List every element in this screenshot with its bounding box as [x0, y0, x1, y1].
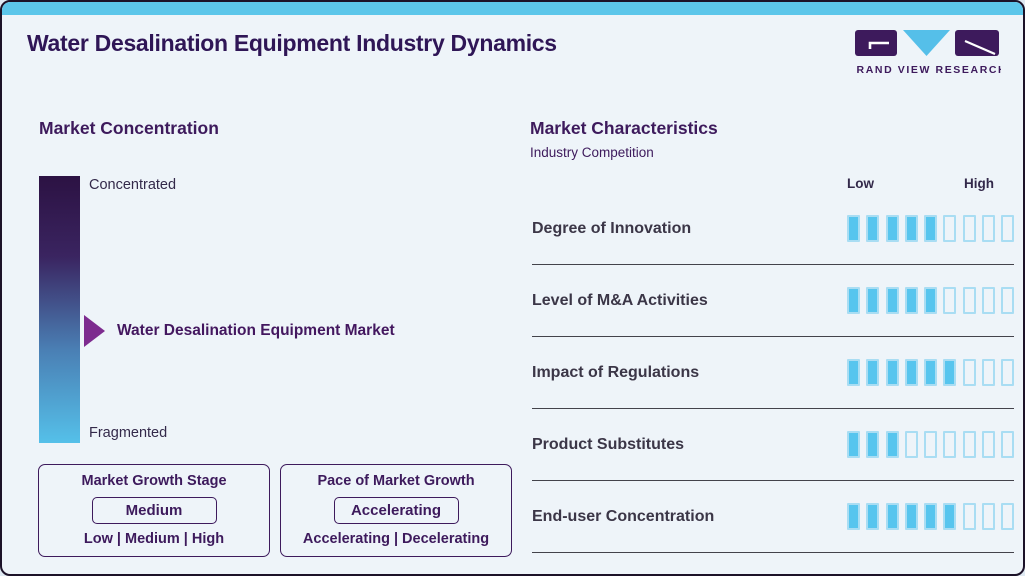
rating-bar-filled — [866, 503, 880, 530]
characteristic-row: Impact of Regulations — [532, 337, 1014, 409]
rating-bar-filled — [885, 359, 899, 386]
rating-bar-empty — [981, 215, 995, 242]
rating-bar-filled — [866, 287, 880, 314]
gvr-r-icon — [955, 30, 999, 56]
scale-high-label: High — [964, 176, 994, 191]
growth-stage-options: Low | Medium | High — [83, 531, 225, 547]
rating-bar-filled — [866, 431, 880, 458]
characteristic-row: Product Substitutes — [532, 409, 1014, 481]
rating-bar-group — [847, 503, 1014, 530]
pace-of-market-growth-box: Pace of Market Growth Accelerating Accel… — [280, 464, 512, 557]
rating-bar-filled — [924, 503, 937, 530]
rating-bar-empty — [962, 503, 976, 530]
market-growth-stage-box: Market Growth Stage Medium Low | Medium … — [38, 464, 270, 557]
rating-bar-empty — [943, 215, 957, 242]
rating-bar-empty — [981, 287, 995, 314]
rating-bar-empty — [1001, 215, 1014, 242]
market-position-label: Water Desalination Equipment Market — [117, 322, 395, 339]
characteristic-label: End-user Concentration — [532, 507, 715, 525]
rating-bar-filled — [904, 215, 918, 242]
rating-bar-filled — [904, 359, 918, 386]
rating-bar-empty — [904, 431, 918, 458]
growth-pace-title: Pace of Market Growth — [317, 473, 475, 489]
characteristics-list: Degree of Innovation Level of M&A Activi… — [532, 193, 1014, 553]
logo-wordmark: GRAND VIEW RESEARCH — [855, 64, 1001, 76]
page-title: Water Desalination Equipment Industry Dy… — [27, 30, 557, 56]
rating-bar-empty — [981, 431, 995, 458]
rating-bar-filled — [943, 503, 957, 530]
rating-bar-empty — [924, 431, 937, 458]
rating-bar-filled — [885, 215, 899, 242]
growth-pace-options: Accelerating | Decelerating — [302, 531, 490, 547]
market-concentration-title: Market Concentration — [39, 118, 219, 138]
rating-bar-group — [847, 359, 1014, 386]
rating-bar-filled — [885, 287, 899, 314]
grand-view-research-logo: GRAND VIEW RESEARCH — [855, 30, 1001, 76]
rating-bar-filled — [904, 287, 918, 314]
characteristic-row: End-user Concentration — [532, 481, 1014, 553]
industry-competition-subtitle: Industry Competition — [530, 145, 654, 160]
rating-bar-filled — [847, 503, 860, 530]
rating-bar-empty — [1001, 431, 1014, 458]
rating-bar-empty — [943, 431, 957, 458]
rating-bar-filled — [847, 215, 860, 242]
rating-bar-empty — [962, 215, 976, 242]
rating-bar-filled — [866, 215, 880, 242]
gvr-g-icon — [855, 30, 897, 56]
growth-stage-title: Market Growth Stage — [81, 473, 227, 489]
rating-scale-header: Low High — [847, 176, 1014, 191]
rating-bar-filled — [924, 215, 937, 242]
rating-bar-group — [847, 287, 1014, 314]
characteristic-label: Product Substitutes — [532, 435, 685, 453]
rating-bar-filled — [943, 359, 957, 386]
rating-bar-empty — [981, 503, 995, 530]
rating-bar-empty — [1001, 503, 1014, 530]
rating-bar-empty — [943, 287, 957, 314]
scale-low-label: Low — [847, 176, 874, 191]
characteristic-label: Impact of Regulations — [532, 363, 700, 381]
rating-bar-group — [847, 215, 1014, 242]
concentration-gradient-bar — [39, 176, 80, 443]
characteristic-label: Degree of Innovation — [532, 219, 692, 237]
characteristic-row: Degree of Innovation — [532, 193, 1014, 265]
rating-bar-empty — [962, 431, 976, 458]
rating-bar-filled — [885, 431, 899, 458]
rating-bar-filled — [866, 359, 880, 386]
rating-bar-empty — [1001, 359, 1014, 386]
characteristic-label: Level of M&A Activities — [532, 291, 708, 309]
market-characteristics-title: Market Characteristics — [530, 118, 718, 138]
concentrated-label: Concentrated — [89, 177, 177, 193]
growth-pace-selected-value: Accelerating — [333, 496, 459, 524]
fragmented-label: Fragmented — [89, 425, 168, 441]
rating-bar-empty — [981, 359, 995, 386]
rating-bar-filled — [885, 503, 899, 530]
rating-bar-filled — [847, 287, 860, 314]
rating-bar-filled — [847, 431, 860, 458]
rating-bar-empty — [962, 359, 976, 386]
rating-bar-filled — [847, 359, 860, 386]
rating-bar-filled — [924, 359, 937, 386]
rating-bar-filled — [924, 287, 937, 314]
rating-bar-empty — [1001, 287, 1014, 314]
rating-bar-empty — [962, 287, 976, 314]
rating-bar-group — [847, 431, 1014, 458]
rating-bar-filled — [904, 503, 918, 530]
gvr-v-icon — [903, 30, 950, 56]
market-position-arrow-icon — [84, 315, 105, 347]
characteristic-row: Level of M&A Activities — [532, 265, 1014, 337]
top-accent-strip — [2, 2, 1023, 15]
growth-stage-selected-value: Medium — [91, 496, 217, 524]
